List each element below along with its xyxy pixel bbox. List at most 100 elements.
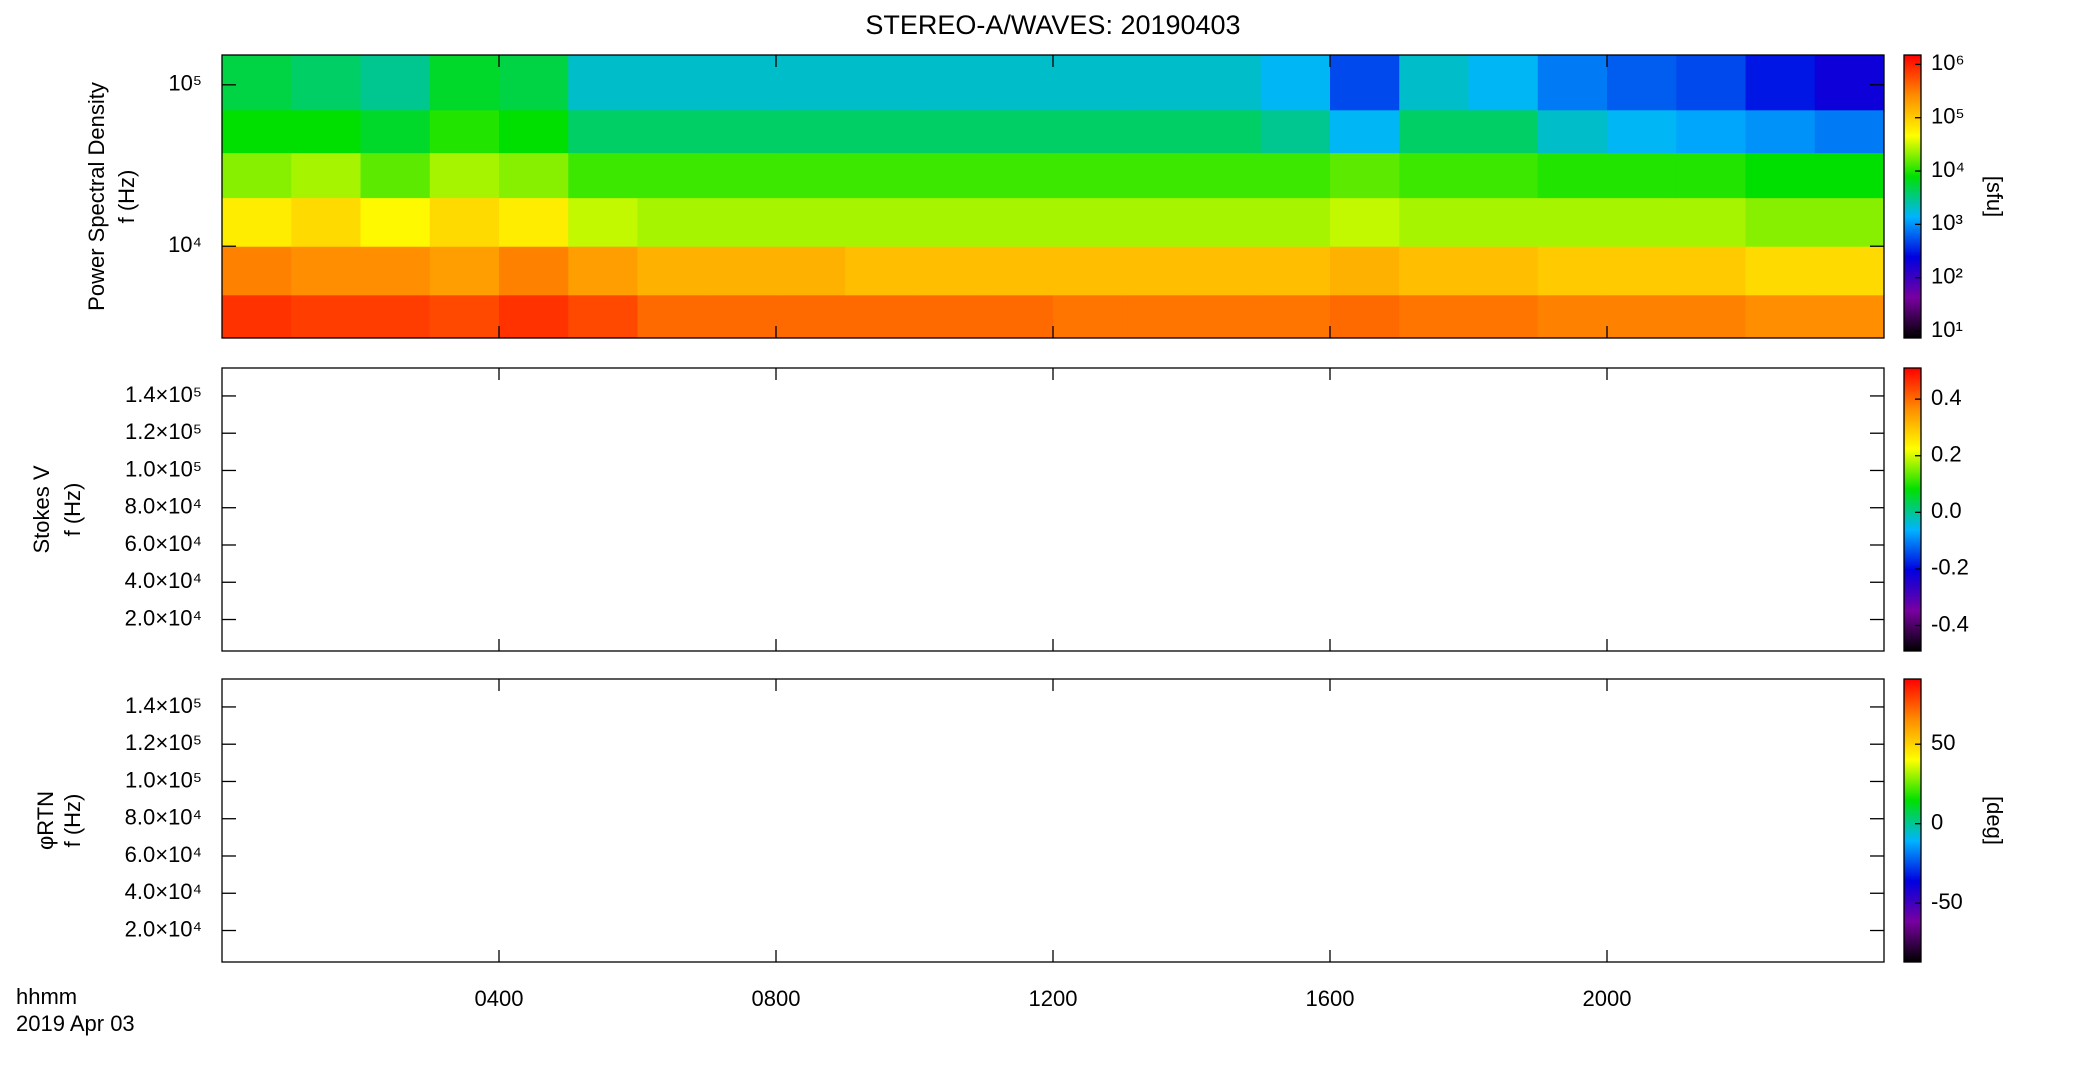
spectrogram-cell: [1260, 197, 1331, 247]
colorbar-tick-label: 10¹: [1931, 317, 1963, 342]
y-axis-title: f (Hz): [114, 170, 139, 224]
spectrogram-cell: [222, 152, 292, 199]
spectrogram-cell: [1814, 197, 1885, 247]
colorbar-tick-label: 50: [1931, 730, 1955, 755]
spectrogram-cell: [1676, 152, 1746, 199]
spectrogram-cell: [845, 109, 915, 154]
spectrogram-cell: [983, 55, 1054, 111]
spectrogram-cell: [1330, 109, 1400, 154]
spectrogram-cell: [429, 246, 500, 296]
spectrogram-cell: [1468, 246, 1539, 296]
y-axis-title: f (Hz): [60, 794, 85, 848]
spectrogram-cell: [1260, 246, 1331, 296]
spectrogram-cell: [568, 109, 638, 154]
spectrogram-cell: [1191, 109, 1262, 154]
spectrogram-cell: [845, 197, 915, 247]
spectrogram-cell: [1676, 109, 1746, 154]
x-tick-label: 1200: [1029, 986, 1078, 1011]
spectrogram-cell: [1814, 55, 1885, 111]
spectrogram-cell: [637, 109, 708, 154]
spectrogram-cell: [1053, 55, 1123, 111]
y-tick-label: 1.4×10⁵: [125, 693, 202, 718]
y-axis-title: Stokes V: [29, 465, 54, 553]
spectrogram-cell: [1260, 152, 1331, 199]
spectrogram-cell: [1191, 294, 1262, 339]
spectrogram-cell: [568, 294, 638, 339]
colorbar-tick-label: -50: [1931, 889, 1963, 914]
spectrogram-cell: [845, 246, 915, 296]
x-axis-label: hhmm: [16, 984, 77, 1009]
spectrogram-cell: [845, 294, 915, 339]
spectrogram-cell: [706, 294, 777, 339]
x-tick-label: 2000: [1583, 986, 1632, 1011]
spectrogram-cell: [1191, 197, 1262, 247]
y-axis-title: φRTN: [33, 791, 58, 850]
spectrogram-cell: [1537, 197, 1608, 247]
spectrogram-cell: [568, 55, 638, 111]
colorbar-title: [sfu]: [1982, 176, 2007, 218]
spectrogram-cell: [429, 55, 500, 111]
spectrogram-cell: [360, 109, 431, 154]
spectrogram-cell: [1745, 109, 1816, 154]
colorbar-tick-label: 10⁴: [1931, 157, 1965, 182]
spectrogram-cell: [1122, 197, 1192, 247]
spectrogram-cell: [1676, 197, 1746, 247]
spectrogram-cell: [1330, 55, 1400, 111]
y-axis-title: Power Spectral Density: [84, 82, 109, 311]
spectrogram-cell: [291, 246, 361, 296]
spectrogram-cell: [983, 246, 1054, 296]
spectrogram-cell: [1607, 152, 1677, 199]
spectrogram-cell: [1053, 246, 1123, 296]
spectrogram-cell: [1537, 55, 1608, 111]
spectrogram-cell: [429, 152, 500, 199]
spectrogram-cell: [983, 294, 1054, 339]
spectrogram-cell: [360, 246, 431, 296]
spectrogram-cell: [568, 246, 638, 296]
y-tick-label: 6.0×10⁴: [125, 842, 202, 867]
spectrogram-cell: [776, 55, 846, 111]
spectrogram-cell: [1053, 109, 1123, 154]
spectrogram-cell: [291, 55, 361, 111]
spectrogram-cell: [1607, 246, 1677, 296]
spectrogram-cell: [499, 152, 569, 199]
spectrogram-cell: [568, 197, 638, 247]
y-tick-label: 8.0×10⁴: [125, 805, 202, 830]
spectrogram-cell: [1537, 152, 1608, 199]
spectrogram-cell: [499, 109, 569, 154]
spectrogram-cell: [1745, 294, 1816, 339]
spectrogram-cell: [1330, 294, 1400, 339]
spectrogram-cell: [222, 246, 292, 296]
spectrogram-cell: [568, 152, 638, 199]
y-tick-label: 4.0×10⁴: [125, 879, 202, 904]
colorbar-tick-label: -0.2: [1931, 555, 1969, 580]
spectrogram-cell: [360, 152, 431, 199]
spectrogram-cell: [1814, 152, 1885, 199]
spectrogram-cell: [499, 197, 569, 247]
spectrogram-cell: [1053, 197, 1123, 247]
spectrogram-cell: [776, 197, 846, 247]
y-tick-label: 1.0×10⁵: [125, 456, 202, 481]
spectrogram-cell: [1468, 152, 1539, 199]
spectrogram-cell: [1468, 294, 1539, 339]
spectrogram-cell: [1260, 294, 1331, 339]
x-tick-label: 1600: [1306, 986, 1355, 1011]
spectrogram-cell: [1330, 246, 1400, 296]
spectrogram-cell: [1191, 152, 1262, 199]
spectrogram-cell: [499, 55, 569, 111]
spectrogram-cell: [1676, 246, 1746, 296]
y-tick-label: 10⁵: [168, 71, 202, 96]
spectrogram-cell: [222, 55, 292, 111]
colorbar-title: [deg]: [1982, 796, 2007, 845]
spectrogram-cell: [1191, 246, 1262, 296]
spectrogram-cell: [1745, 197, 1816, 247]
spectrogram-cell: [360, 55, 431, 111]
spectrogram-cell: [1399, 55, 1469, 111]
chart-title: STEREO-A/WAVES: 20190403: [865, 10, 1240, 40]
spectrogram-cell: [1122, 109, 1192, 154]
colorbar-tick-label: 10⁶: [1931, 50, 1965, 75]
x-tick-label: 0400: [475, 986, 524, 1011]
spectrogram-cell: [983, 152, 1054, 199]
colorbar-tick-label: 0.0: [1931, 498, 1962, 523]
spectrogram-cell: [429, 109, 500, 154]
